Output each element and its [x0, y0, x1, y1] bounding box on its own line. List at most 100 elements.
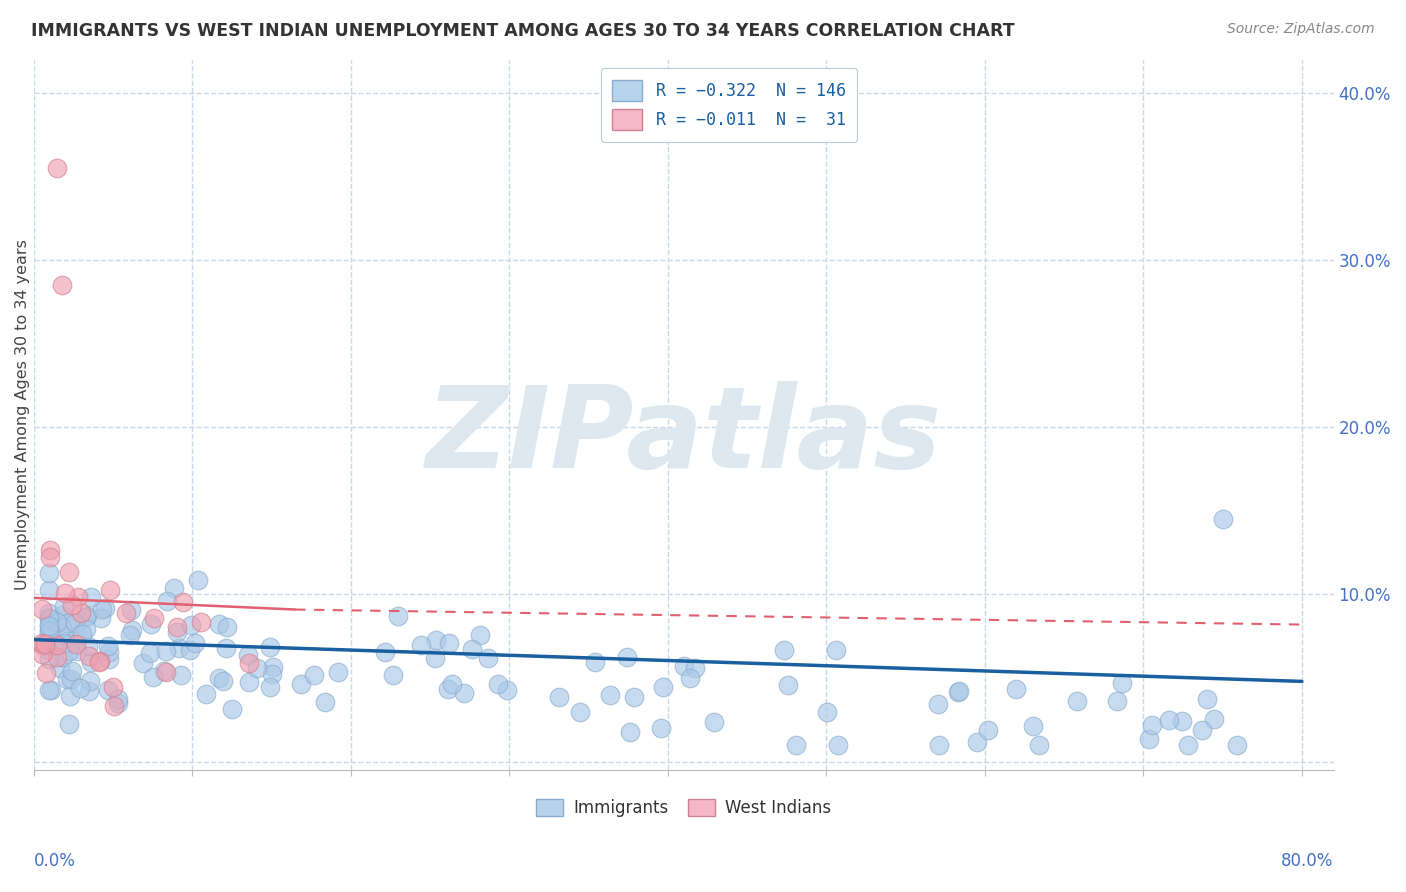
- Point: [38, 542, 60, 557]
- Point: [314, 695, 336, 709]
- Point: [190, 615, 212, 630]
- Text: IMMIGRANTS VS WEST INDIAN UNEMPLOYMENT AMONG AGES 30 TO 34 YEARS CORRELATION CHA: IMMIGRANTS VS WEST INDIAN UNEMPLOYMENT A…: [31, 22, 1015, 40]
- Point: [31, 647, 53, 661]
- Point: [927, 697, 949, 711]
- Point: [38, 635, 60, 649]
- Point: [1005, 681, 1028, 696]
- Point: [77, 640, 100, 654]
- Point: [39, 683, 62, 698]
- Point: [31, 638, 53, 652]
- Point: [60, 672, 83, 686]
- Point: [80, 656, 103, 670]
- Point: [155, 644, 177, 658]
- Point: [170, 667, 193, 681]
- Point: [246, 661, 269, 675]
- Point: [221, 702, 243, 716]
- Point: [260, 667, 283, 681]
- Point: [77, 648, 100, 663]
- Legend: Immigrants, West Indians: Immigrants, West Indians: [527, 791, 839, 826]
- Point: [132, 657, 155, 671]
- Point: [51, 620, 73, 634]
- Point: [60, 599, 83, 613]
- Point: [166, 620, 188, 634]
- Point: [195, 687, 218, 701]
- Point: [69, 681, 91, 695]
- Point: [785, 738, 807, 752]
- Point: [187, 573, 209, 587]
- Point: [107, 696, 129, 710]
- Point: [48, 660, 70, 674]
- Point: [107, 691, 129, 706]
- Point: [381, 668, 404, 682]
- Point: [437, 681, 460, 696]
- Point: [1212, 512, 1234, 526]
- Point: [215, 619, 238, 633]
- Point: [374, 645, 396, 659]
- Point: [115, 606, 138, 620]
- Point: [143, 611, 166, 625]
- Point: [1226, 738, 1249, 752]
- Point: [38, 611, 60, 625]
- Point: [53, 629, 76, 643]
- Point: [1171, 714, 1194, 728]
- Point: [772, 643, 794, 657]
- Point: [39, 550, 62, 565]
- Point: [38, 624, 60, 638]
- Point: [46, 639, 69, 653]
- Point: [56, 616, 79, 631]
- Point: [180, 618, 202, 632]
- Point: [97, 645, 120, 659]
- Point: [51, 650, 73, 665]
- Point: [208, 616, 231, 631]
- Point: [423, 650, 446, 665]
- Point: [53, 599, 76, 614]
- Point: [89, 655, 111, 669]
- Point: [38, 624, 60, 638]
- Point: [616, 649, 638, 664]
- Point: [46, 161, 69, 176]
- Point: [411, 638, 433, 652]
- Point: [208, 671, 231, 685]
- Point: [79, 684, 101, 698]
- Point: [35, 666, 58, 681]
- Text: 80.0%: 80.0%: [1281, 852, 1334, 870]
- Point: [470, 628, 492, 642]
- Point: [97, 682, 120, 697]
- Point: [1191, 723, 1213, 738]
- Point: [38, 639, 60, 653]
- Point: [38, 618, 60, 632]
- Point: [51, 278, 73, 293]
- Point: [1028, 738, 1050, 752]
- Point: [827, 738, 849, 752]
- Point: [815, 705, 838, 719]
- Point: [477, 650, 499, 665]
- Point: [98, 582, 121, 597]
- Point: [461, 641, 484, 656]
- Point: [1140, 718, 1163, 732]
- Point: [67, 590, 90, 604]
- Point: [212, 674, 235, 689]
- Point: [163, 581, 186, 595]
- Point: [1177, 738, 1199, 752]
- Point: [34, 637, 56, 651]
- Point: [236, 648, 259, 662]
- Point: [38, 618, 60, 632]
- Point: [90, 610, 112, 624]
- Point: [58, 717, 80, 731]
- Point: [172, 595, 194, 609]
- Point: [103, 698, 125, 713]
- Point: [548, 690, 571, 704]
- Point: [66, 628, 89, 642]
- Point: [79, 673, 101, 688]
- Point: [91, 602, 114, 616]
- Point: [569, 706, 592, 720]
- Point: [948, 684, 970, 698]
- Point: [1105, 694, 1128, 708]
- Point: [120, 603, 142, 617]
- Point: [38, 582, 60, 597]
- Point: [166, 624, 188, 639]
- Point: [928, 738, 950, 752]
- Point: [583, 655, 606, 669]
- Point: [58, 644, 80, 658]
- Point: [179, 643, 201, 657]
